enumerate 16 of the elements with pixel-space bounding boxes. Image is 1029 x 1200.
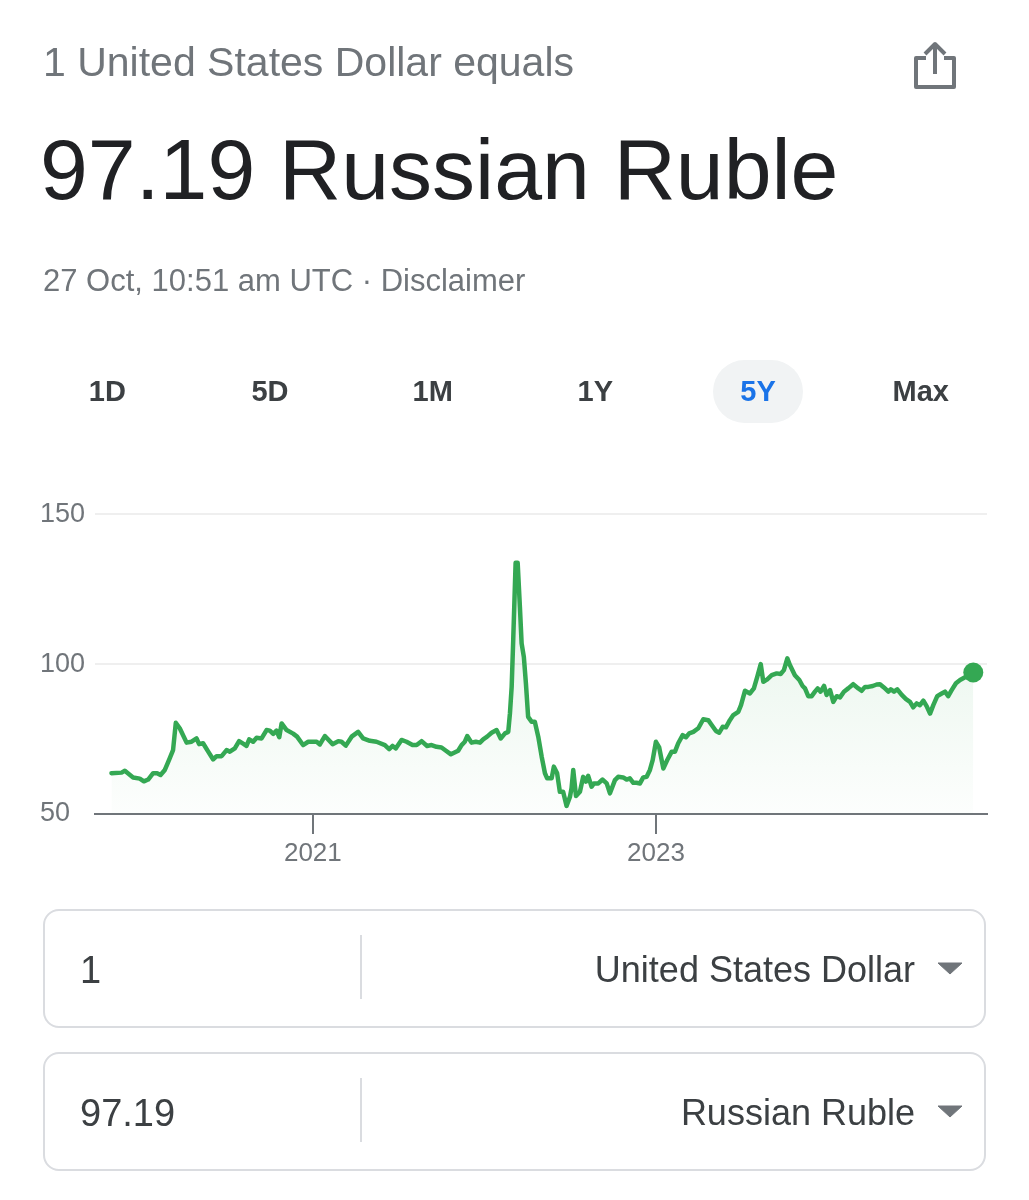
text: 1Y bbox=[577, 375, 614, 407]
text: Max bbox=[892, 375, 949, 407]
y-tick-label: 150 bbox=[40, 497, 86, 528]
x-tick-label: 2023 bbox=[627, 836, 685, 867]
chart-subtitle: 1 United States Dollar equals bbox=[43, 39, 575, 85]
text: 1M bbox=[412, 375, 453, 407]
y-tick-label: 100 bbox=[40, 647, 86, 678]
converter-field: 1 United States Dollar bbox=[43, 909, 986, 1028]
chart-title: 97.19 Russian Ruble bbox=[40, 121, 839, 217]
x-tick-label: 2021 bbox=[283, 836, 342, 867]
text: 27 Oct, 10:51 am UTC · Disclaimer bbox=[43, 263, 526, 298]
text: 5D bbox=[251, 375, 289, 407]
converter-field: 97.19 Russian Ruble bbox=[43, 1052, 986, 1171]
text: 1D bbox=[88, 375, 126, 407]
selected-tab: 5Y bbox=[713, 360, 803, 423]
y-tick-label: 50 bbox=[40, 797, 71, 828]
